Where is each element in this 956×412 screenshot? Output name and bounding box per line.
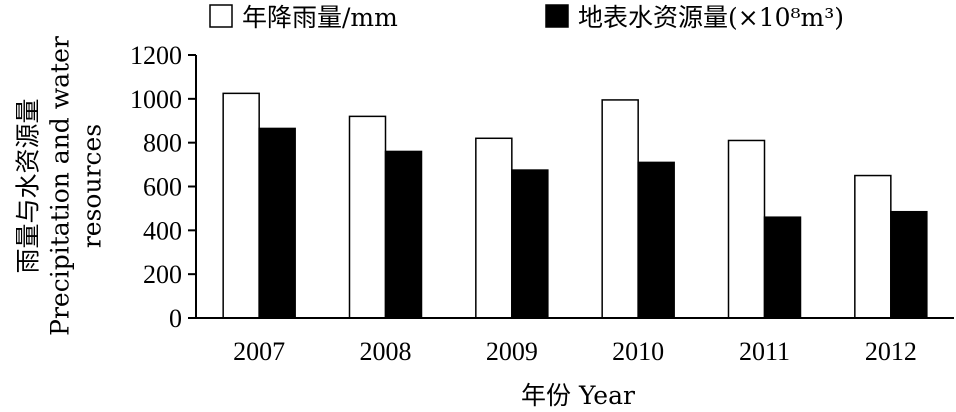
y-axis-title-line: Precipitation and water (46, 36, 75, 336)
legend-label-precipitation: 年降雨量/mm (242, 3, 398, 32)
bar-water-resources (890, 210, 928, 319)
y-tick-label: 800 (143, 129, 182, 158)
x-axis-title: 年份 Year (521, 381, 635, 410)
bar-water-resources (763, 216, 802, 319)
legend-swatch-water-resources (545, 4, 569, 28)
y-axis-title: 雨量与水资源量 Precipitation and water resources (14, 36, 107, 336)
legend-label-water-resources: 地表水资源量(×10⁸m³) (578, 3, 844, 32)
y-axis: 0 200 400 600 800 1000 1200 (130, 41, 197, 333)
legend-swatch-precipitation (209, 4, 233, 28)
y-tick-label: 600 (143, 173, 182, 202)
y-tick-label: 1200 (130, 41, 182, 70)
x-tick-label: 2009 (486, 337, 538, 366)
bar-precipitation (475, 137, 513, 319)
bar-water-resources (384, 150, 423, 319)
bar-precipitation (854, 174, 892, 319)
x-tick-label: 2010 (612, 337, 664, 366)
y-tick-label: 400 (143, 216, 182, 245)
y-tick-label: 0 (169, 304, 182, 333)
x-tick-label: 2011 (739, 337, 790, 366)
y-tick-label: 200 (143, 260, 182, 289)
bars (222, 92, 928, 319)
bar-precipitation (727, 139, 766, 319)
x-tick-label: 2012 (865, 337, 917, 366)
bar-water-resources (258, 127, 296, 319)
y-tick-label: 1000 (130, 85, 182, 114)
legend: 年降雨量/mm 地表水资源量(×10⁸m³) (209, 3, 844, 32)
bar-water-resources (637, 161, 675, 319)
bar-precipitation (601, 99, 639, 319)
x-tick-label: 2007 (233, 337, 285, 366)
x-tick-label: 2008 (360, 337, 412, 366)
x-axis: 2007 2008 2009 2010 2011 2012 (196, 317, 954, 366)
y-axis-title-line: 雨量与水资源量 (14, 98, 43, 273)
y-axis-title-line: resources (78, 124, 107, 248)
bar-precipitation (222, 92, 260, 319)
bar-water-resources (511, 169, 549, 319)
bar-precipitation (348, 115, 387, 319)
